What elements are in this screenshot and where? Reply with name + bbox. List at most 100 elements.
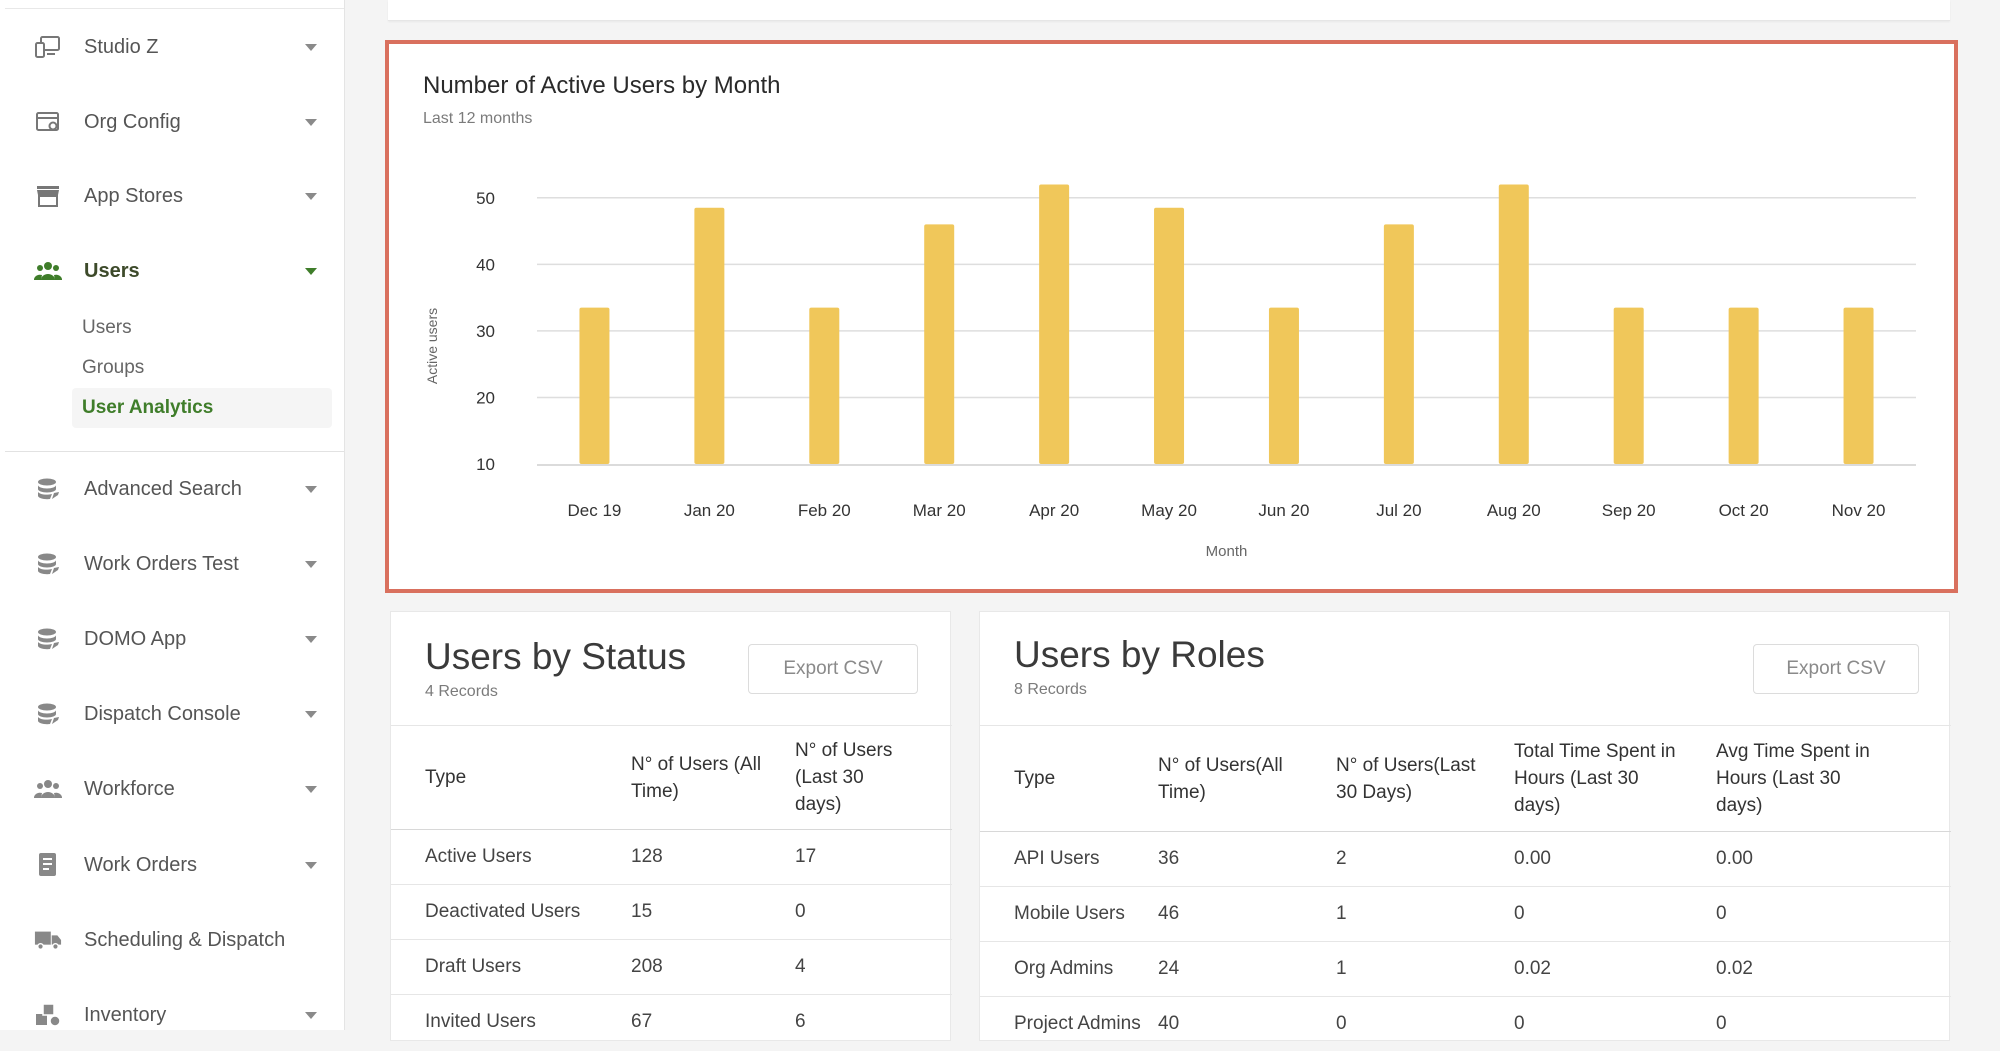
x-tick-label: Dec 19 <box>568 501 622 520</box>
users-icon <box>34 257 62 285</box>
cell-last-30: 1 <box>1335 942 1513 997</box>
sidebar-item-app-stores[interactable]: App Stores <box>0 171 344 221</box>
database-icon <box>34 550 62 578</box>
sidebar-item-users[interactable]: Users <box>0 246 344 296</box>
chevron-down-icon[interactable] <box>305 119 317 126</box>
bar <box>1499 185 1529 465</box>
bar <box>694 208 724 464</box>
cell-all-time: 67 <box>630 995 794 1050</box>
bar <box>1154 208 1184 464</box>
y-tick-label: 30 <box>476 322 495 341</box>
card-title: Users by Roles <box>1014 634 1265 676</box>
chevron-down-icon[interactable] <box>305 561 317 568</box>
sidebar-item-work-orders-test[interactable]: Work Orders Test <box>0 539 344 589</box>
sub-item-users[interactable]: Users <box>82 317 132 339</box>
x-tick-label: Feb 20 <box>798 501 851 520</box>
sidebar-item-label: Studio Z <box>84 36 158 59</box>
cell-all-time: 208 <box>630 940 794 995</box>
active-users-chart-card: Number of Active Users by Month Last 12 … <box>385 40 1958 593</box>
cell-total-time: 0.02 <box>1513 942 1715 997</box>
record-count: 4 Records <box>425 683 498 701</box>
column-header[interactable]: Type <box>980 726 1157 832</box>
cell-last-30: 6 <box>794 995 952 1050</box>
sidebar-item-scheduling-dispatch[interactable]: Scheduling & Dispatch <box>0 915 344 965</box>
sidebar-item-dispatch-console[interactable]: Dispatch Console <box>0 689 344 739</box>
sidebar: Studio Z Org Config App Stores Users Use… <box>0 0 345 1030</box>
sub-item-groups[interactable]: Groups <box>82 357 144 379</box>
column-header[interactable]: Avg Time Spent in Hours (Last 30 days) <box>1715 726 1951 832</box>
bar <box>1614 308 1644 464</box>
chevron-down-icon[interactable] <box>305 1012 317 1019</box>
bar <box>1844 308 1874 464</box>
boxes-icon <box>34 1001 62 1029</box>
cell-total-time: 0 <box>1513 887 1715 942</box>
bar <box>1269 308 1299 464</box>
chevron-down-icon[interactable] <box>305 193 317 200</box>
sub-item-user-analytics[interactable]: User Analytics <box>82 397 213 419</box>
column-header[interactable]: N° of Users(Last 30 Days) <box>1335 726 1513 832</box>
column-header[interactable]: Total Time Spent in Hours (Last 30 days) <box>1513 726 1715 832</box>
cell-avg-time: 0 <box>1715 887 1951 942</box>
sidebar-item-label: Org Config <box>84 111 181 134</box>
bar <box>924 224 954 464</box>
cell-last-30: 1 <box>1335 887 1513 942</box>
sidebar-item-label: Inventory <box>84 1004 166 1027</box>
database-icon <box>34 625 62 653</box>
sidebar-item-inventory[interactable]: Inventory <box>0 990 344 1040</box>
sidebar-item-work-orders[interactable]: Work Orders <box>0 840 344 890</box>
cell-type: Active Users <box>391 830 630 885</box>
chevron-down-icon[interactable] <box>305 711 317 718</box>
sidebar-item-advanced-search[interactable]: Advanced Search <box>0 464 344 514</box>
status-table: Type N° of Users (All Time) N° of Users … <box>391 725 952 1049</box>
export-csv-button[interactable]: Export CSV <box>1753 644 1919 694</box>
cell-last-30: 0 <box>1335 997 1513 1051</box>
x-axis-title: Month <box>1206 543 1248 560</box>
x-tick-label: Aug 20 <box>1487 501 1541 520</box>
column-header[interactable]: N° of Users (All Time) <box>630 726 794 830</box>
chevron-down-icon[interactable] <box>305 786 317 793</box>
cell-type: Org Admins <box>980 942 1157 997</box>
chevron-down-icon[interactable] <box>305 486 317 493</box>
bar <box>579 308 609 464</box>
x-tick-label: Oct 20 <box>1719 501 1769 520</box>
export-csv-button[interactable]: Export CSV <box>748 644 918 694</box>
store-icon <box>34 182 62 210</box>
cell-total-time: 0.00 <box>1513 832 1715 887</box>
sidebar-item-label: Users <box>84 260 140 283</box>
database-icon <box>34 700 62 728</box>
sidebar-item-label: Workforce <box>84 778 175 801</box>
column-header[interactable]: N° of Users(All Time) <box>1157 726 1335 832</box>
chevron-down-icon[interactable] <box>305 44 317 51</box>
sidebar-item-studio-z[interactable]: Studio Z <box>0 22 344 72</box>
y-tick-label: 10 <box>476 455 495 474</box>
previous-card <box>388 0 1950 21</box>
column-header[interactable]: N° of Users (Last 30 days) <box>794 726 952 830</box>
chevron-down-icon[interactable] <box>305 862 317 869</box>
cell-last-30: 4 <box>794 940 952 995</box>
x-tick-label: Sep 20 <box>1602 501 1656 520</box>
y-tick-label: 50 <box>476 189 495 208</box>
cell-all-time: 24 <box>1157 942 1335 997</box>
column-header[interactable]: Type <box>391 726 630 830</box>
x-tick-label: Jun 20 <box>1258 501 1309 520</box>
sidebar-item-org-config[interactable]: Org Config <box>0 97 344 147</box>
chevron-down-icon[interactable] <box>305 636 317 643</box>
sidebar-item-label: Work Orders <box>84 854 197 877</box>
users-by-roles-card: Users by Roles 8 Records Export CSV Type… <box>979 611 1950 1041</box>
sidebar-item-workforce[interactable]: Workforce <box>0 764 344 814</box>
roles-table: Type N° of Users(All Time) N° of Users(L… <box>980 725 1951 1051</box>
devices-icon <box>34 33 62 61</box>
bar <box>1039 185 1069 465</box>
chevron-down-icon[interactable] <box>305 268 317 275</box>
bar <box>1729 308 1759 464</box>
sidebar-item-domo-app[interactable]: DOMO App <box>0 614 344 664</box>
